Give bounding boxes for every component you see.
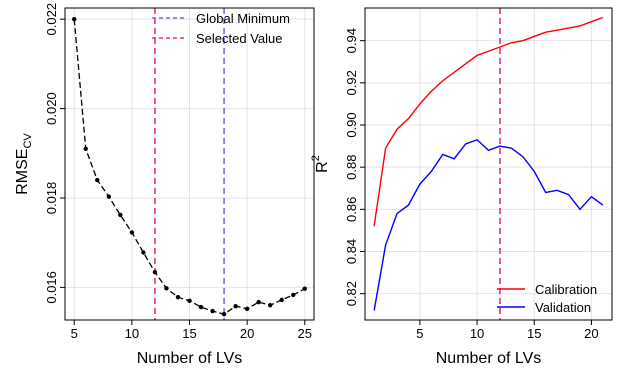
legend-right: Calibration Validation — [497, 282, 597, 315]
y-tick-label: 0.016 — [44, 271, 59, 304]
data-point — [198, 304, 204, 310]
x-axis-title: Number of LVs — [137, 350, 243, 367]
data-point — [72, 16, 77, 22]
series-line-1 — [373, 138, 604, 311]
data-point — [164, 286, 169, 291]
chart-panel-left: 5 10 15 20 25 0.016 0.018 0.020 0.022 Number of L… — [14, 3, 315, 367]
y-axis-title: R2 — [310, 155, 331, 173]
y-axis-title-main: R — [314, 161, 331, 173]
x-tick-label: 20 — [240, 326, 254, 341]
y-axis-title-main: RMSE — [14, 149, 31, 195]
x-tick-label: 15 — [527, 326, 541, 341]
data-point — [118, 212, 123, 218]
y-tick-label: 0.020 — [44, 92, 59, 125]
legend-label: Selected Value — [196, 31, 283, 46]
legend-label: Validation — [535, 300, 591, 315]
x-axis-title: Number of LVs — [436, 350, 542, 367]
y-axis-title-superscript: 2 — [310, 155, 322, 161]
data-point — [291, 292, 296, 298]
legend-label: Global Minimum — [196, 11, 290, 26]
y-tick-label: 0.84 — [344, 239, 359, 264]
y-tick-label: 0.90 — [344, 112, 359, 137]
y-tick-label: 0.82 — [344, 281, 359, 306]
data-point — [279, 297, 284, 303]
legend-left: Global Minimum Selected Value — [152, 11, 290, 46]
data-point — [187, 298, 192, 303]
y-tick-label: 0.92 — [344, 70, 359, 95]
data-point — [221, 311, 227, 317]
data-point — [233, 303, 238, 309]
y-axis-title: RMSECV — [14, 133, 34, 195]
x-tick-label: 25 — [298, 326, 312, 341]
data-point — [152, 269, 158, 275]
x-tick-label: 15 — [182, 326, 196, 341]
chart-panel-right: 5 10 15 20 0.82 0.84 0.86 0.88 0.90 0.92 0.94 Numbe… — [310, 7, 613, 367]
legend-label: Calibration — [535, 282, 597, 297]
plot-frame — [364, 7, 613, 321]
data-point — [244, 306, 250, 312]
y-tick-label: 0.018 — [44, 182, 59, 215]
x-tick-label: 5 — [416, 326, 423, 341]
data-point — [141, 250, 146, 255]
data-point — [267, 303, 273, 308]
x-tick-label: 10 — [125, 326, 139, 341]
data-point — [95, 177, 100, 183]
y-tick-label: 0.022 — [44, 3, 59, 36]
y-tick-label: 0.86 — [344, 197, 359, 222]
data-point — [302, 286, 307, 291]
y-axis-title-subscript: CV — [22, 133, 34, 149]
y-tick-label: 0.94 — [344, 28, 359, 53]
x-tick-label: 20 — [584, 326, 598, 341]
y-tick-label: 0.88 — [344, 155, 359, 180]
data-point — [256, 299, 261, 305]
data-point — [129, 230, 135, 235]
data-point — [106, 194, 112, 199]
x-tick-label: 5 — [71, 326, 78, 341]
series-line-0 — [373, 16, 604, 227]
data-point — [83, 146, 88, 152]
data-point — [210, 308, 215, 314]
data-point — [175, 295, 181, 300]
x-tick-label: 10 — [470, 326, 484, 341]
